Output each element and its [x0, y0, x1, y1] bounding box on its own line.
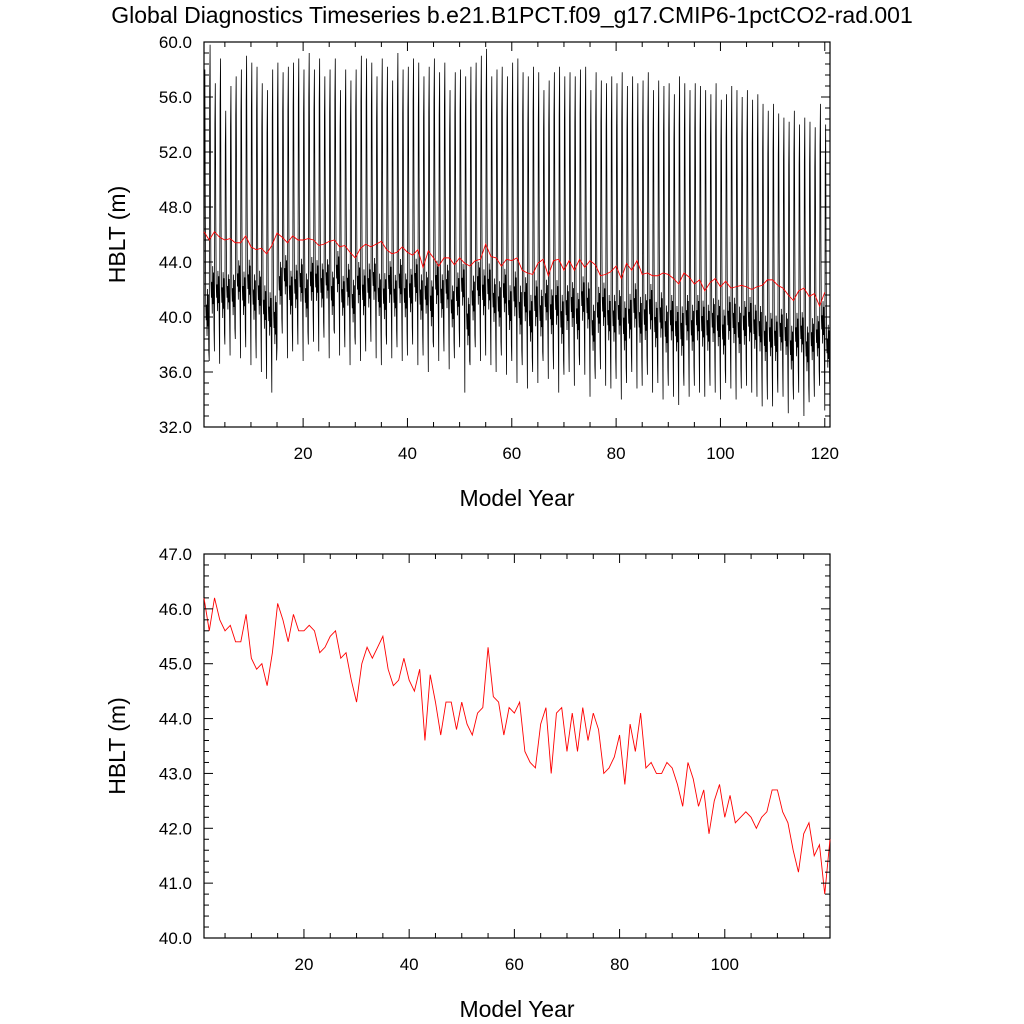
y-tick-label: 47.0: [159, 545, 192, 564]
x-tick-label: 100: [711, 955, 739, 974]
y-tick-label: 40.0: [159, 929, 192, 948]
x-tick-label: 80: [610, 955, 629, 974]
x-tick-label: 100: [706, 444, 734, 463]
x-tick-label: 60: [505, 955, 524, 974]
y-tick-label: 41.0: [159, 874, 192, 893]
y-tick-label: 44.0: [159, 710, 192, 729]
y-tick-label: 45.0: [159, 655, 192, 674]
x-axis-title: Model Year: [459, 485, 574, 511]
y-axis-title: HBLT (m): [104, 186, 130, 284]
y-tick-label: 36.0: [159, 363, 192, 382]
x-tick-label: 40: [398, 444, 417, 463]
y-tick-label: 60.0: [159, 33, 192, 52]
y-tick-label: 46.0: [159, 600, 192, 619]
y-tick-label: 48.0: [159, 198, 192, 217]
plot-frame: [203, 553, 831, 939]
y-tick-label: 56.0: [159, 88, 192, 107]
annual-series-line: [203, 597, 831, 895]
bottom-chart: 40.0 41.0 42.0 43.0 44.0 45.0 46.0 47.0 20 40 60 80…: [104, 545, 831, 1022]
y-tick-label: 43.0: [159, 764, 192, 783]
y-tick-label: 32.0: [159, 418, 192, 437]
y-tick-label: 44.0: [159, 253, 192, 272]
x-axis-title: Model Year: [459, 996, 574, 1022]
x-tick-label: 60: [502, 444, 521, 463]
annual-series-line: [203, 231, 826, 308]
y-axis-title: HBLT (m): [104, 697, 130, 795]
y-tick-label: 42.0: [159, 819, 192, 838]
monthly-series-line: [203, 44, 830, 417]
y-tick-label: 52.0: [159, 143, 192, 162]
page-title: Global Diagnostics Timeseries b.e21.B1PC…: [111, 2, 913, 28]
x-tick-label: 80: [607, 444, 626, 463]
x-tick-label: 40: [400, 955, 419, 974]
x-tick-label: 120: [811, 444, 839, 463]
x-tick-label: 20: [294, 955, 313, 974]
top-chart: 32.0 36.0 40.0 44.0 48.0 52.0 56.0 60.0 20 40 60 80…: [104, 33, 839, 511]
y-tick-label: 40.0: [159, 308, 192, 327]
x-tick-label: 20: [294, 444, 313, 463]
